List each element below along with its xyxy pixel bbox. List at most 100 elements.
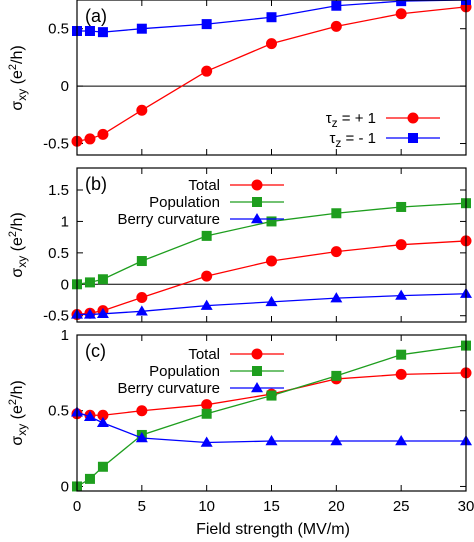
data-point	[395, 239, 407, 251]
y-axis-label: σxy (e2/h)	[7, 380, 29, 445]
y-tick-label: 0	[61, 276, 69, 293]
data-point	[266, 390, 277, 401]
y-tick-label: -0.5	[43, 136, 69, 153]
data-point	[396, 0, 407, 7]
legend-label: Total	[188, 346, 220, 363]
data-point	[97, 27, 108, 38]
data-point	[136, 23, 147, 34]
data-point	[97, 409, 109, 421]
legend-marker	[251, 348, 263, 360]
x-tick-label: 10	[198, 498, 215, 515]
data-point	[330, 20, 342, 32]
y-tick-label: 0.5	[48, 21, 69, 38]
y-tick-label: 0.5	[48, 245, 69, 262]
data-point	[331, 208, 342, 219]
panel-label: (c)	[85, 341, 106, 361]
legend-marker	[408, 133, 418, 143]
y-axis-label: σxy (e2/h)	[7, 212, 29, 277]
x-tick-label: 30	[458, 498, 474, 515]
data-point	[96, 416, 109, 428]
series-line	[76, 344, 467, 488]
y-tick-label: 1.5	[48, 182, 69, 199]
legend-label: τz = - 1	[329, 130, 376, 150]
legend-marker	[407, 112, 419, 124]
legend-label: Population	[149, 194, 220, 211]
x-tick-label: 20	[328, 498, 345, 515]
x-tick-label: 0	[73, 498, 81, 515]
data-point	[84, 133, 96, 145]
data-point	[83, 410, 96, 421]
panel-label: (b)	[85, 174, 107, 194]
legend-marker	[252, 197, 262, 207]
data-point	[97, 461, 108, 472]
data-point	[201, 399, 213, 411]
series--z-1	[71, 1, 472, 147]
legend-marker	[251, 179, 263, 191]
data-point	[97, 274, 108, 285]
plot-frame	[76, 0, 467, 156]
plot-frame	[76, 334, 467, 492]
data-point	[395, 8, 407, 20]
panel-label: (a)	[85, 6, 107, 26]
data-point	[84, 26, 95, 36]
y-tick-label: 0	[61, 478, 69, 495]
x-tick-label: 5	[138, 498, 146, 515]
x-tick-label: 25	[393, 498, 410, 515]
series-line	[76, 6, 467, 142]
legend-label: Berry curvature	[117, 211, 220, 228]
data-point	[396, 349, 407, 360]
data-point	[330, 246, 342, 258]
data-point	[395, 289, 408, 300]
legend-marker	[251, 382, 263, 393]
data-point	[84, 473, 95, 484]
legend-marker	[251, 213, 263, 224]
legend: τz = + 1τz = - 1	[326, 110, 440, 150]
data-point	[396, 201, 407, 212]
data-point	[136, 256, 147, 267]
y-axis-label: σxy (e2/h)	[7, 45, 29, 110]
data-point	[266, 216, 277, 227]
legend-label: Total	[188, 177, 220, 194]
data-point	[395, 368, 407, 380]
data-point	[266, 12, 277, 23]
data-point	[266, 38, 277, 50]
data-point	[96, 307, 109, 319]
legend-label: Berry curvature	[117, 380, 220, 397]
series-total	[71, 235, 472, 320]
data-point	[136, 405, 148, 417]
data-point	[201, 230, 212, 241]
data-point	[84, 277, 95, 288]
data-point	[135, 431, 148, 443]
y-tick-label: 1	[61, 327, 69, 344]
data-point	[201, 408, 212, 419]
data-point	[265, 295, 278, 307]
data-point	[83, 308, 96, 319]
legend-label: Population	[149, 363, 220, 380]
data-point	[265, 435, 278, 446]
legend-marker	[252, 366, 262, 376]
data-point	[201, 270, 213, 282]
y-tick-label: 1	[61, 213, 69, 230]
data-point	[201, 19, 212, 30]
series-population	[72, 340, 471, 492]
data-point	[135, 305, 148, 316]
data-point	[200, 299, 213, 310]
data-point	[201, 65, 213, 77]
y-tick-label: 0	[61, 78, 69, 95]
legend-label: τz = + 1	[326, 110, 376, 130]
x-axis-label: Field strength (MV/m)	[196, 521, 350, 538]
data-point	[330, 292, 343, 303]
y-tick-label: 0.5	[48, 403, 69, 420]
data-point	[330, 435, 343, 446]
x-tick-label: 15	[263, 498, 280, 515]
data-point	[136, 291, 148, 303]
panel-a: -0.5 0 0.5 τz = + 1τz = - 1 (a) σxy (e2/h)	[7, 0, 472, 156]
series-berry-curvature	[71, 287, 472, 319]
data-point	[97, 128, 109, 140]
data-point	[331, 370, 342, 381]
